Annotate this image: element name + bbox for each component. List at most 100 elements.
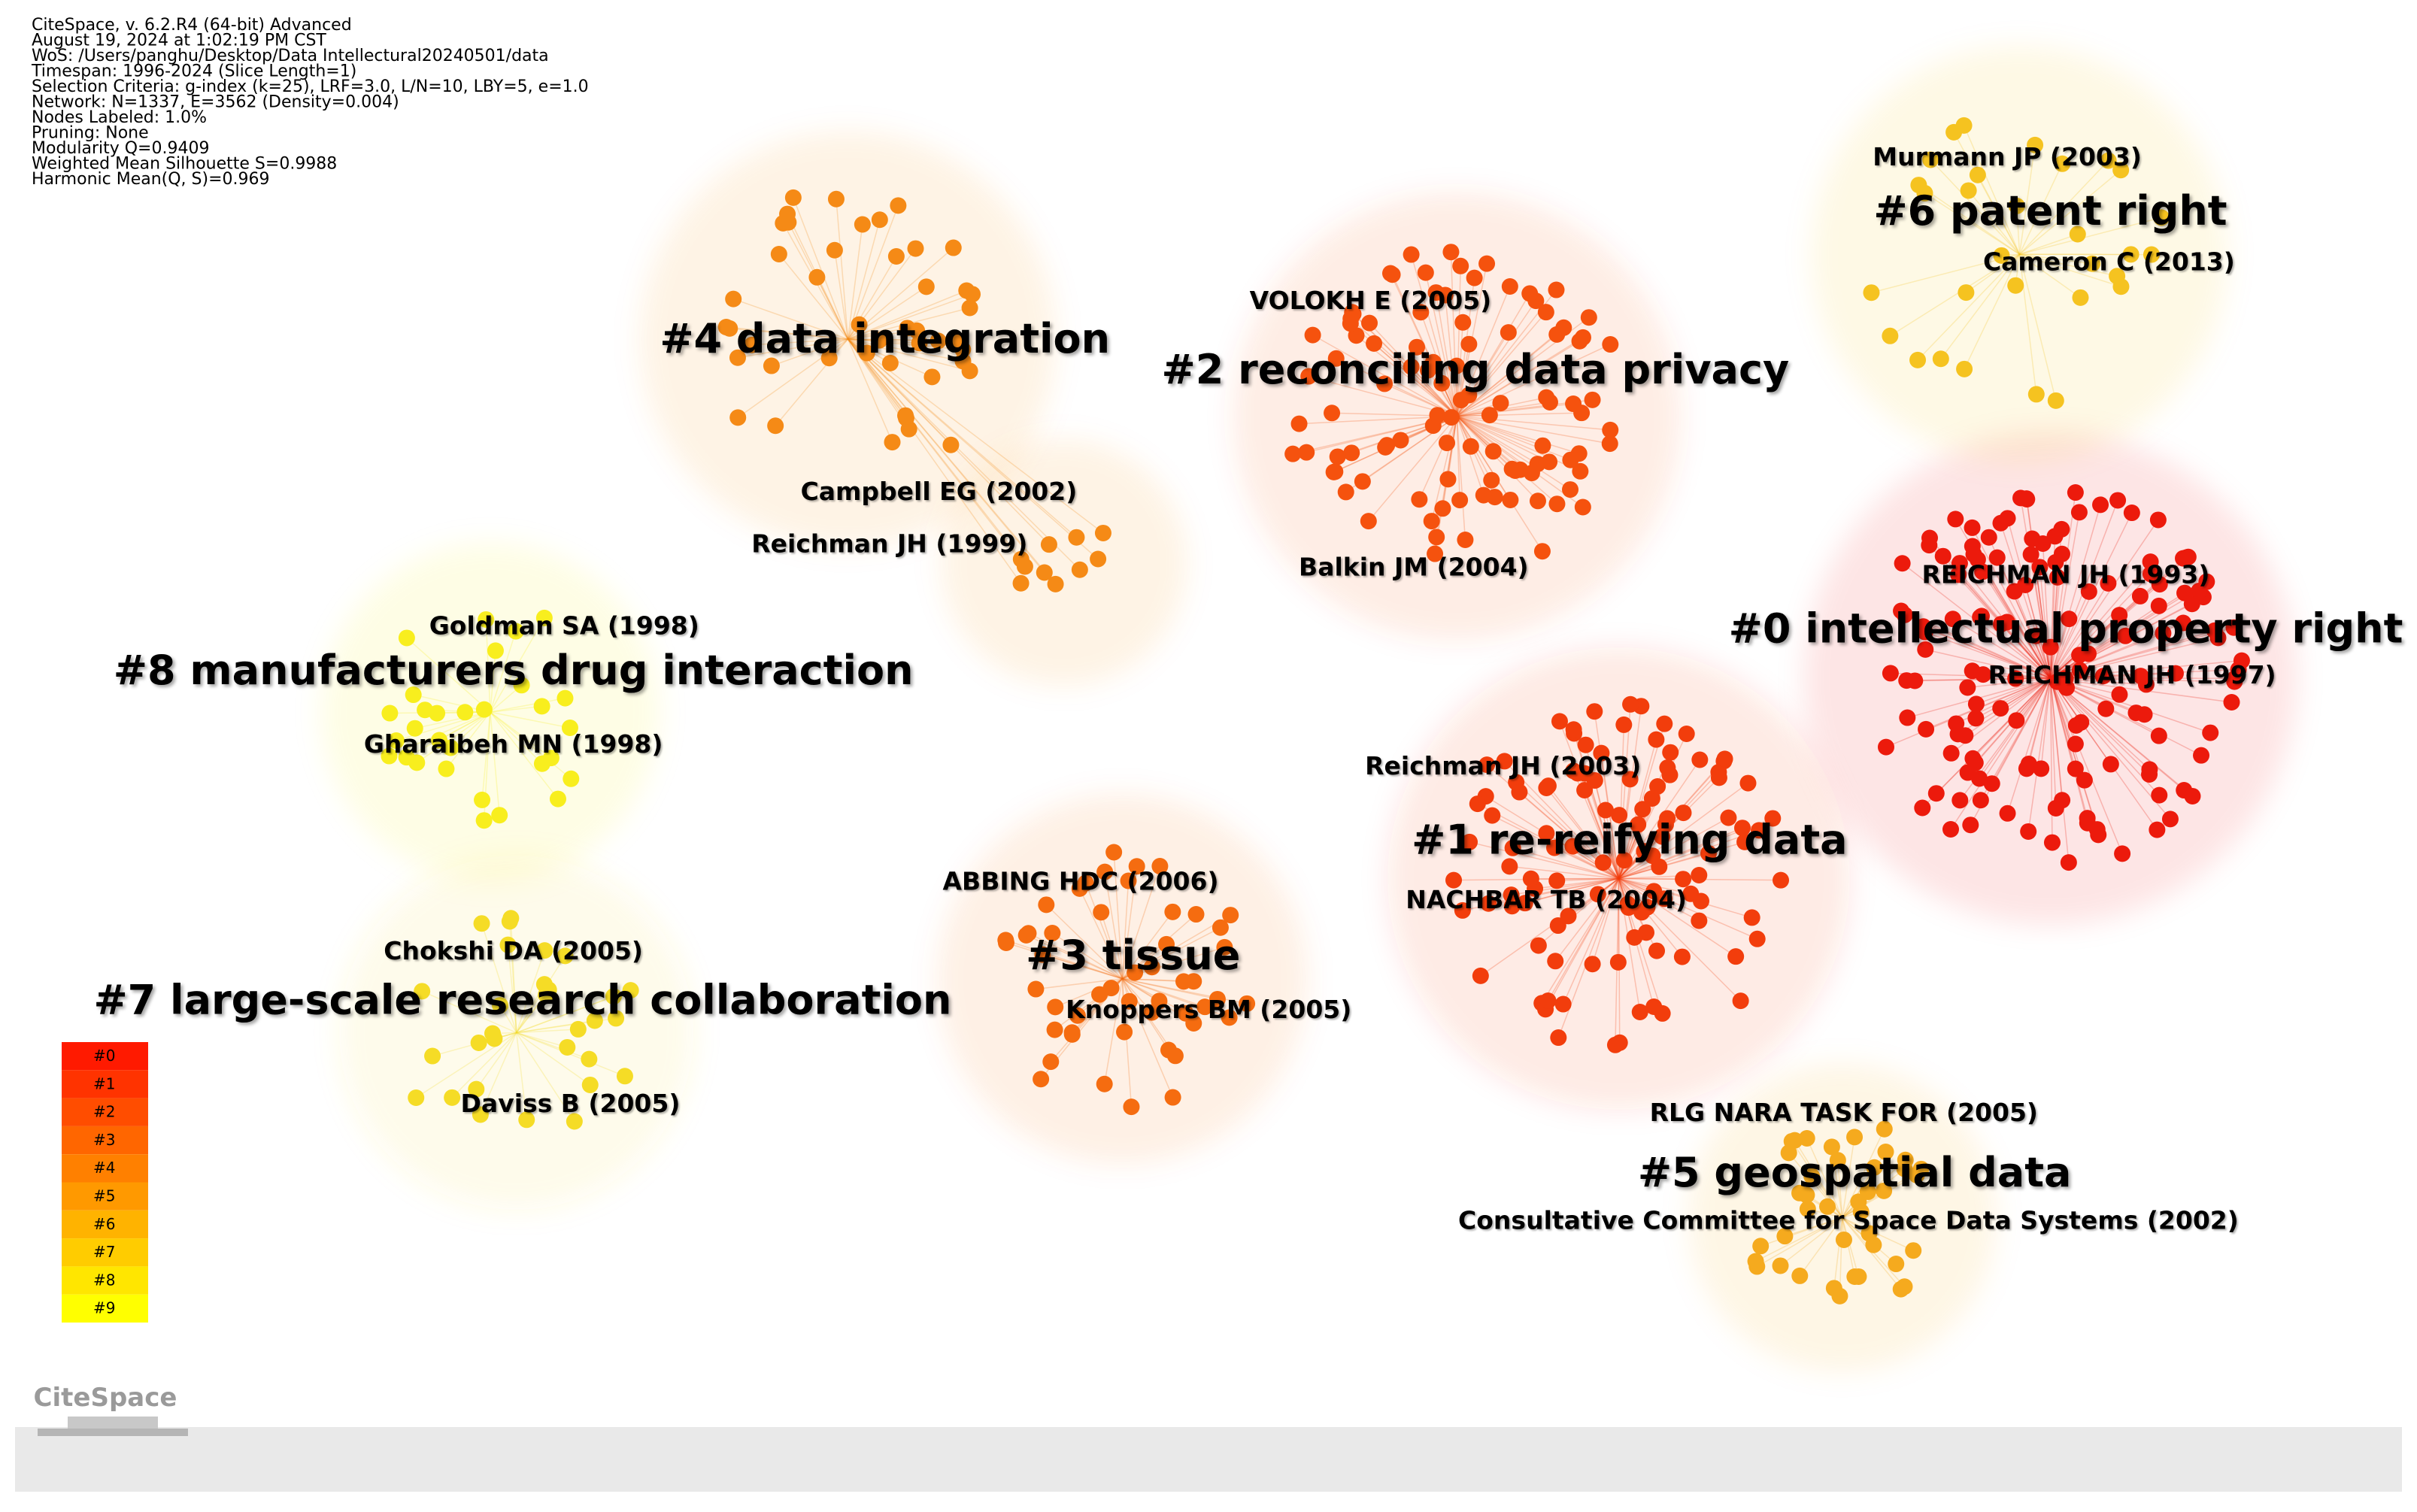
node bbox=[917, 278, 935, 295]
cluster-area bbox=[339, 855, 694, 1211]
node bbox=[1574, 498, 1591, 516]
node bbox=[1412, 304, 1430, 321]
edge bbox=[2049, 677, 2160, 796]
node bbox=[492, 997, 509, 1014]
node bbox=[1548, 872, 1566, 889]
node bbox=[2042, 638, 2059, 656]
node-label: Gharaibeh MN (1998) bbox=[364, 729, 663, 759]
edge bbox=[1456, 415, 1581, 472]
edge bbox=[2049, 583, 2109, 679]
cluster-label: #3 tissue bbox=[1026, 932, 1240, 979]
node bbox=[871, 332, 888, 349]
node bbox=[1971, 770, 1988, 787]
edge bbox=[1618, 878, 1683, 958]
node bbox=[1503, 886, 1520, 904]
node bbox=[1888, 1256, 1905, 1273]
node bbox=[2084, 255, 2101, 272]
node bbox=[1825, 1280, 1842, 1297]
node bbox=[1727, 948, 1745, 965]
node bbox=[1445, 871, 1463, 889]
edge bbox=[2049, 677, 2123, 854]
node bbox=[1657, 816, 1674, 833]
node bbox=[1955, 117, 1973, 134]
node bbox=[1492, 395, 1509, 412]
node bbox=[1120, 872, 1137, 889]
node bbox=[1554, 995, 1572, 1013]
node bbox=[1633, 904, 1651, 921]
node bbox=[1187, 906, 1205, 923]
node bbox=[581, 1050, 598, 1068]
edge bbox=[1925, 677, 2051, 730]
edge bbox=[1618, 704, 1631, 879]
header-line: Selection Criteria: g-index (k=25), LRF=… bbox=[32, 77, 589, 96]
node bbox=[1571, 332, 1588, 350]
edge bbox=[2049, 618, 2070, 679]
node bbox=[2018, 760, 2035, 777]
edge bbox=[2018, 254, 2037, 395]
node bbox=[431, 732, 448, 749]
legend-label: #6 bbox=[93, 1215, 115, 1233]
node bbox=[2143, 246, 2160, 263]
edge bbox=[450, 711, 491, 749]
node bbox=[1121, 992, 1138, 1010]
edge bbox=[516, 950, 546, 1033]
node bbox=[2027, 386, 2045, 403]
node bbox=[1164, 903, 1181, 920]
legend-label: #1 bbox=[93, 1074, 115, 1092]
node-label: Murmann JP (2003) bbox=[1873, 142, 2142, 171]
edge bbox=[2006, 621, 2052, 679]
node bbox=[1609, 953, 1627, 971]
node bbox=[1586, 772, 1603, 789]
edge bbox=[1842, 1137, 1855, 1218]
edge bbox=[1618, 878, 1620, 962]
node bbox=[533, 698, 550, 715]
node bbox=[1454, 314, 1472, 331]
edge bbox=[1121, 865, 1161, 979]
node bbox=[1143, 959, 1160, 976]
node bbox=[1960, 182, 1977, 199]
node bbox=[1942, 821, 1960, 838]
node bbox=[1166, 1047, 1184, 1065]
node bbox=[1480, 895, 1497, 912]
node bbox=[2072, 289, 2089, 306]
node bbox=[1962, 817, 1979, 834]
node bbox=[1020, 925, 1037, 942]
edge bbox=[1842, 1167, 1876, 1218]
header-line: CiteSpace, v. 6.2.R4 (64-bit) Advanced bbox=[32, 16, 352, 35]
node bbox=[1529, 492, 1546, 510]
node bbox=[1967, 710, 1985, 727]
edge bbox=[1456, 416, 1484, 495]
labels: #0 intellectual property right REICHMAN J… bbox=[93, 142, 2403, 1235]
node bbox=[2047, 799, 2064, 817]
node bbox=[608, 1010, 625, 1027]
edge bbox=[2049, 677, 2099, 835]
node bbox=[1511, 783, 1528, 801]
edge bbox=[2018, 254, 2057, 401]
edge bbox=[475, 1032, 517, 1090]
cluster-label: #0 intellectual property right bbox=[1729, 604, 2403, 652]
edge bbox=[1936, 677, 2052, 794]
node bbox=[1547, 953, 1564, 970]
node bbox=[1743, 909, 1760, 926]
node bbox=[1659, 759, 1676, 777]
edge bbox=[1456, 415, 1539, 501]
node bbox=[1893, 602, 1910, 620]
node bbox=[1327, 463, 1344, 480]
edge bbox=[1755, 1217, 1843, 1262]
node bbox=[1678, 726, 1695, 743]
edge bbox=[2050, 677, 2211, 734]
node bbox=[1852, 1203, 1870, 1220]
edge bbox=[490, 711, 571, 729]
node bbox=[1949, 726, 1967, 743]
edge bbox=[2019, 233, 2079, 255]
legend-swatch bbox=[62, 1182, 148, 1211]
cluster-label: #7 large-scale research collaboration bbox=[93, 976, 951, 1023]
node bbox=[1932, 350, 1949, 368]
node bbox=[1439, 471, 1457, 488]
node bbox=[961, 362, 978, 380]
edge bbox=[2049, 577, 2058, 679]
node bbox=[1454, 901, 1471, 919]
node bbox=[1999, 510, 2016, 527]
node bbox=[2027, 136, 2044, 153]
node bbox=[1501, 278, 1518, 295]
